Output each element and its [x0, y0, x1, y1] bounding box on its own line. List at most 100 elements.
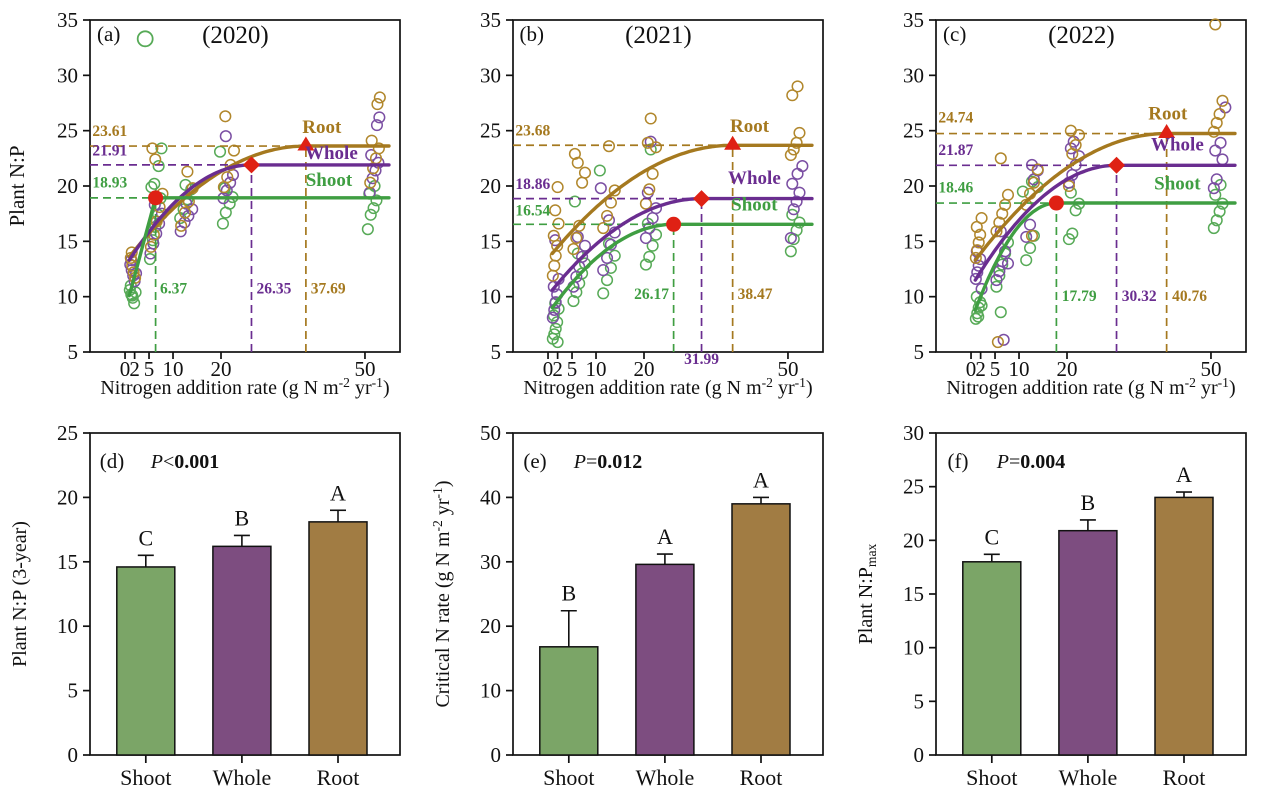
y-tick-label: 20 — [57, 174, 78, 198]
critical-marker-diamond-icon — [693, 190, 711, 208]
panel-letter: (d) — [100, 449, 125, 473]
scatter-point-whole — [594, 182, 607, 195]
scatter-point-root — [1213, 108, 1226, 121]
sig-letter-root: A — [1176, 462, 1192, 487]
scatter-point-shoot — [593, 164, 606, 177]
scatter-point-root — [608, 184, 621, 197]
scatter-point-root — [221, 171, 234, 184]
scatter-point-whole — [549, 296, 562, 309]
x-tick-label: 0 — [120, 357, 131, 381]
scatter-point-root — [1216, 94, 1229, 107]
x-tick-label: 20 — [1057, 357, 1078, 381]
panel-title: (2020) — [202, 22, 269, 49]
fit-curve-shoot — [973, 201, 1237, 312]
critical-marker-circle-icon — [1048, 195, 1064, 211]
critical-marker-circle-icon — [148, 190, 164, 206]
y-tick-label: 20 — [57, 485, 78, 509]
x-axis-title: Nitrogen addition rate (g N m-2 yr-1) — [946, 375, 1235, 399]
x-axis-title: Nitrogen addition rate (g N m-2 yr-1) — [100, 375, 389, 399]
y-tick-label: 35 — [903, 8, 924, 32]
category-label-shoot: Shoot — [120, 765, 171, 790]
scatter-point-whole — [796, 160, 809, 173]
x-tick-label: 0 — [543, 357, 554, 381]
y-tick-label: 20 — [903, 174, 924, 198]
scatter-point-whole — [639, 231, 652, 245]
critical-marker-diamond-icon — [1108, 156, 1126, 174]
y-tick-label: 5 — [914, 340, 925, 364]
series-label-whole: Whole — [1151, 135, 1204, 156]
fit-curve-shoot — [550, 222, 814, 310]
scatter-point-root — [219, 110, 232, 123]
scatter-point-whole — [784, 231, 797, 245]
scatter-point-root — [364, 176, 377, 189]
category-label-root: Root — [317, 765, 360, 790]
y-tick-label: 25 — [903, 475, 924, 499]
fit-curve-root — [127, 144, 391, 259]
y-tick-label: 15 — [903, 229, 924, 253]
scatter-point-root — [1025, 229, 1039, 242]
scatter-point-root — [149, 153, 162, 166]
scatter-point-whole — [373, 111, 386, 124]
scatter-point-root — [1031, 163, 1044, 176]
category-label-whole: Whole — [636, 765, 695, 790]
scatter-point-root — [791, 80, 804, 93]
sig-letter-root: A — [753, 467, 769, 492]
y-tick-label: 10 — [903, 636, 924, 660]
critical-value-label-shoot: 6.37 — [160, 280, 187, 297]
scatter-point-root — [1001, 188, 1015, 201]
scatter-point-shoot — [155, 142, 168, 155]
scatter-point-shoot — [1066, 227, 1079, 240]
scatter-point-shoot — [786, 208, 799, 221]
scatter-point-root — [144, 240, 157, 253]
scatter-point-shoot — [990, 280, 1003, 293]
scatter-point-shoot — [551, 316, 564, 329]
category-label-whole: Whole — [213, 765, 272, 790]
scatter-point-shoot — [1069, 204, 1082, 217]
y-tick-label: 5 — [68, 679, 79, 703]
y-tick-label: 5 — [914, 689, 925, 713]
panel-title: (2021) — [625, 22, 692, 49]
scatter-point-shoot — [649, 228, 663, 241]
scatter-point-whole — [1210, 173, 1223, 186]
scatter-point-shoot — [548, 328, 561, 341]
fit-curve-root — [973, 131, 1237, 262]
plateau-value-label-root: 23.61 — [92, 123, 127, 140]
critical-value-label-root: 38.47 — [738, 286, 773, 303]
y-tick-label: 10 — [480, 285, 501, 309]
scatter-point-root — [371, 98, 384, 111]
y-tick-label: 30 — [903, 63, 924, 87]
scatter-point-root — [573, 219, 586, 232]
scatter-point-whole — [597, 264, 610, 277]
y-tick-label: 30 — [57, 63, 78, 87]
x-tick-label: 5 — [144, 357, 155, 381]
plateau-value-label-root: 23.68 — [515, 123, 550, 140]
plateau-value-label-whole: 21.87 — [938, 142, 973, 159]
scatter-point-shoot — [213, 145, 227, 158]
scatter-point-whole — [182, 209, 195, 222]
scatter-point-whole — [787, 203, 800, 216]
panel-letter: (e) — [523, 449, 546, 473]
scatter-point-root — [181, 165, 194, 178]
scatter-point-whole — [786, 177, 799, 190]
y-tick-label: 25 — [480, 119, 501, 143]
bar-whole — [1058, 529, 1118, 756]
bar-shoot — [539, 646, 599, 756]
bar-root — [308, 521, 368, 756]
plateau-value-label-shoot: 18.93 — [92, 175, 127, 192]
scatter-point-whole — [578, 239, 592, 252]
x-tick-label: 0 — [966, 357, 977, 381]
scatter-point-shoot — [1209, 188, 1222, 201]
y-tick-label: 35 — [57, 8, 78, 32]
critical-value-label-whole: 30.32 — [1122, 288, 1157, 305]
x-tick-label: 50 — [1200, 357, 1221, 381]
scatter-point-shoot — [601, 274, 614, 287]
scatter-point-shoot — [568, 195, 581, 208]
sig-letter-whole: B — [235, 505, 250, 530]
panel-f-chart: 0 5 10 15 20 25 30 Plant N:Pmax (f) P=0.004 C Shoot… — [855, 421, 1247, 790]
scatter-point-root — [644, 112, 657, 125]
scatter-point-root — [793, 126, 806, 139]
x-tick-label: 20 — [211, 357, 232, 381]
plateau-value-label-whole: 21.91 — [92, 143, 127, 160]
scatter-point-root — [568, 147, 581, 160]
